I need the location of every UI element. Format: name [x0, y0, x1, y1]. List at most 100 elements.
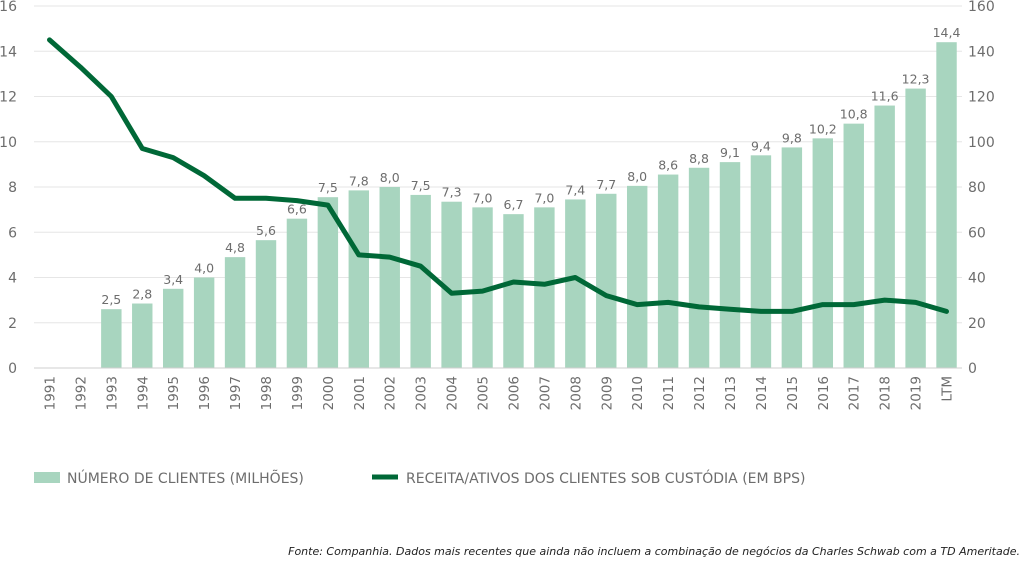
bar-data-label: 14,4	[933, 25, 961, 40]
bar	[874, 105, 895, 369]
bar-data-label: 11,6	[871, 89, 899, 104]
x-tick-label: 2010	[630, 376, 646, 410]
x-tick-label: 2007	[537, 376, 553, 410]
bar-data-label: 7,7	[596, 177, 616, 192]
bar-data-label: 7,0	[473, 190, 493, 205]
bar-data-label: 7,0	[534, 190, 554, 205]
bar	[750, 155, 772, 368]
x-tick-label: 2017	[847, 376, 863, 410]
bar	[936, 42, 957, 368]
legend-bar-swatch	[34, 472, 60, 483]
y-right-tick-label: 120	[968, 90, 995, 106]
y-left-tick-label: 2	[8, 316, 17, 332]
y-axis-left: 0 2 4 6 8 10 12 14 16	[0, 0, 17, 377]
bar-data-label: 10,2	[809, 121, 837, 136]
x-tick-label: 2018	[878, 376, 894, 410]
x-tick-label: 1992	[73, 376, 89, 410]
bar	[132, 303, 153, 368]
bar	[565, 199, 586, 368]
combo-chart: 2,5 2,8 3,4 4,0 4,8 5,6 6,6 7,5 7,8 8,0 7,5 7,3 7,0 6…	[0, 0, 995, 487]
y-left-tick-label: 4	[8, 271, 17, 287]
bar	[410, 194, 431, 368]
y-left-tick-label: 8	[8, 180, 17, 196]
bar	[688, 167, 710, 368]
y-right-tick-label: 40	[968, 271, 986, 287]
x-tick-label: LTM	[940, 376, 956, 402]
bar-data-label: 10,8	[840, 107, 868, 122]
bar	[255, 240, 277, 368]
bar-series	[101, 42, 957, 369]
x-tick-label: 1991	[42, 376, 58, 410]
bar-data-label: 9,1	[720, 145, 740, 160]
x-tick-label: 2009	[599, 376, 615, 410]
bar	[472, 207, 493, 368]
bar-data-label: 7,3	[442, 185, 462, 200]
x-tick-label: 2016	[816, 376, 832, 410]
x-tick-label: 2003	[414, 376, 430, 410]
bar	[224, 257, 246, 368]
bar-data-label: 7,4	[565, 182, 585, 197]
x-tick-label: 2019	[909, 376, 925, 410]
bar	[503, 214, 524, 368]
bar	[905, 88, 926, 369]
x-tick-label: 2002	[383, 376, 399, 410]
x-tick-label: 2000	[321, 376, 337, 410]
y-left-tick-label: 0	[8, 361, 17, 377]
bar	[101, 309, 122, 368]
x-tick-label: 1994	[135, 376, 151, 410]
x-tick-label: 1997	[228, 376, 244, 410]
bar	[441, 201, 462, 368]
x-tick-label: 2008	[568, 376, 584, 410]
bar	[193, 277, 215, 368]
bar	[534, 207, 555, 368]
bar-data-label: 8,0	[627, 169, 647, 184]
bar	[626, 185, 648, 368]
bar-data-label: 6,6	[287, 202, 307, 217]
bar-data-label: 7,5	[318, 180, 338, 195]
bar-data-label: 8,6	[658, 158, 678, 173]
y-left-tick-label: 12	[0, 90, 17, 106]
bar	[379, 187, 400, 368]
y-right-tick-label: 20	[968, 316, 986, 332]
y-left-tick-label: 10	[0, 135, 17, 151]
bar-data-labels: 2,5 2,8 3,4 4,0 4,8 5,6 6,6 7,5 7,8 8,0 7,5 7,3 7,0 6…	[101, 25, 960, 307]
x-tick-label: 2012	[692, 376, 708, 410]
bar-data-label: 9,4	[751, 138, 771, 153]
footnote: Fonte: Companhia. Dados mais recentes qu…	[288, 545, 1020, 558]
x-tick-label: 2014	[754, 376, 770, 410]
bar-data-label: 2,8	[132, 287, 152, 302]
x-tick-label: 2001	[352, 376, 368, 410]
y-right-tick-label: 100	[968, 135, 995, 151]
x-tick-label: 1999	[290, 376, 306, 410]
line-path	[47, 37, 949, 314]
bar	[596, 193, 617, 368]
bar	[781, 147, 803, 368]
x-tick-label: 2005	[476, 376, 492, 410]
y-right-tick-label: 160	[968, 0, 995, 15]
bar-data-label: 2,5	[101, 292, 121, 307]
x-tick-label: 1998	[259, 376, 275, 410]
x-tick-label: 2011	[661, 376, 677, 410]
bar	[286, 218, 308, 368]
legend-line-label: RECEITA/ATIVOS DOS CLIENTES SOB CUSTÓDIA…	[406, 469, 805, 487]
bar-data-label: 5,6	[256, 223, 276, 238]
bar	[719, 162, 741, 368]
bar-data-label: 12,3	[902, 72, 930, 87]
bar-data-label: 3,4	[163, 272, 183, 287]
y-left-tick-label: 16	[0, 0, 17, 15]
line-series	[47, 37, 949, 314]
y-axis-right: 0 20 40 60 80 100 120 140 160	[968, 0, 995, 377]
legend-bar-label: NÚMERO DE CLIENTES (MILHÕES)	[67, 469, 304, 487]
x-tick-label: 2013	[723, 376, 739, 410]
y-left-tick-label: 14	[0, 44, 17, 60]
legend: NÚMERO DE CLIENTES (MILHÕES) RECEITA/ATI…	[34, 469, 805, 487]
x-tick-label: 1995	[166, 376, 182, 410]
bar	[348, 190, 370, 368]
y-right-tick-label: 0	[968, 361, 977, 377]
y-right-tick-label: 140	[968, 44, 995, 60]
bar-data-label: 9,8	[782, 130, 802, 145]
bar	[657, 174, 679, 368]
bar-data-label: 6,7	[504, 197, 524, 212]
x-tick-label: 2015	[785, 376, 801, 410]
y-right-tick-label: 60	[968, 225, 986, 241]
